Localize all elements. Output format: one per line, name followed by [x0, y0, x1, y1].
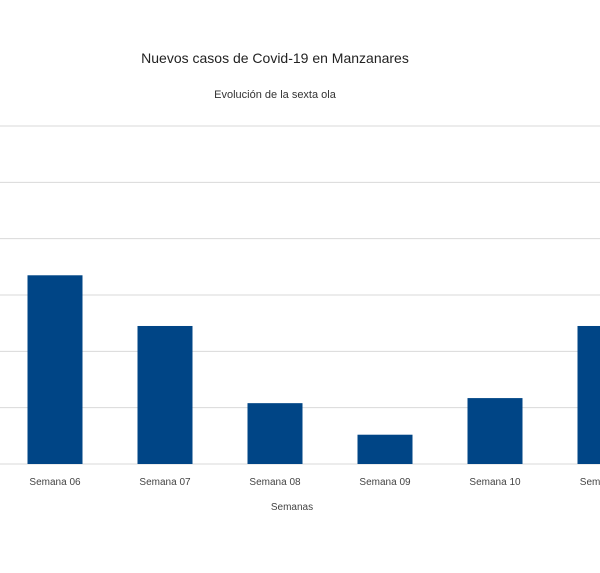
- bar: [247, 403, 303, 464]
- bars: [27, 275, 600, 464]
- chart-title: Nuevos casos de Covid-19 en Manzanares: [141, 50, 409, 66]
- bar: [467, 398, 523, 464]
- bar: [27, 275, 83, 464]
- bar: [137, 325, 193, 464]
- x-tick-label: Semana 11: [580, 477, 600, 488]
- bar: [577, 325, 600, 464]
- bar: [357, 434, 413, 464]
- chart-subtitle: Evolución de la sexta ola: [214, 89, 336, 101]
- x-tick-labels: Semana 06 Semana 07 Semana 08 Semana 09 Sema…: [29, 477, 600, 488]
- x-tick-label: Semana 07: [139, 477, 191, 488]
- x-tick-label: Semana 10: [469, 477, 521, 488]
- x-tick-label: Semana 06: [29, 477, 81, 488]
- x-tick-label: Semana 08: [249, 477, 301, 488]
- x-axis-label: Semanas: [270, 502, 314, 513]
- x-tick-label: Semana 09: [359, 477, 411, 488]
